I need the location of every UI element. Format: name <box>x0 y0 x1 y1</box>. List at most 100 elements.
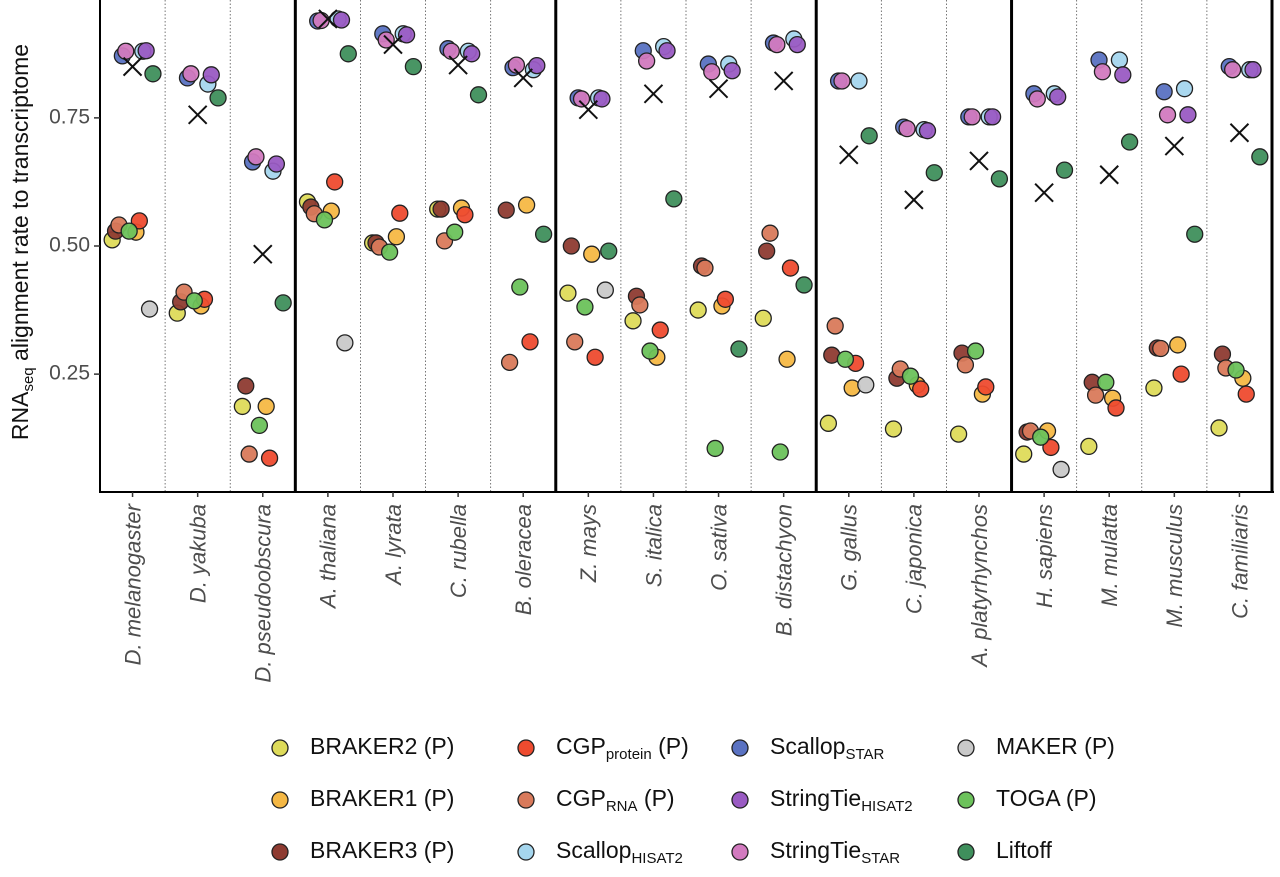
data-point <box>1080 437 1098 456</box>
x-tick-label: H. sapiens <box>1032 504 1057 608</box>
y-tick-label: 0.75 <box>49 105 90 128</box>
data-point <box>326 173 344 191</box>
mean-marker <box>969 151 989 171</box>
mean-marker-stroke <box>448 55 468 75</box>
y-label-sub: seq <box>20 367 37 391</box>
data-point <box>336 334 354 352</box>
x-tick-label: D. melanogaster <box>120 502 145 665</box>
x-tick-label: A. lyrata <box>381 504 406 587</box>
mean-marker <box>383 34 403 55</box>
data-point <box>233 397 252 416</box>
legend-name: BRAKER1 (P) <box>310 785 454 811</box>
data-point <box>511 278 529 296</box>
mean-marker <box>1034 182 1054 203</box>
data-point <box>202 66 220 84</box>
data-point <box>572 90 591 108</box>
mean-marker <box>513 68 533 88</box>
data-point <box>182 65 200 83</box>
legend-label: StringTieHISAT2 <box>770 785 913 815</box>
data-point <box>826 317 844 335</box>
data-point <box>404 57 423 76</box>
x-tick-label: A. platyrhynchos <box>967 504 992 669</box>
data-point <box>624 312 642 330</box>
legend-name-sub: STAR <box>845 746 884 763</box>
mean-marker-stroke <box>839 145 859 165</box>
legend-swatch <box>517 791 535 809</box>
x-tick-label: G. gallus <box>837 504 862 591</box>
data-point <box>562 237 580 255</box>
data-point <box>469 86 488 104</box>
legend-name: TOGA (P) <box>996 785 1097 811</box>
data-point <box>1155 83 1173 101</box>
data-point <box>250 416 269 435</box>
mean-marker-stroke <box>1164 136 1185 156</box>
data-point <box>1052 460 1070 479</box>
legend-swatch <box>517 739 535 757</box>
x-tick-label: C. japonica <box>902 504 927 614</box>
data-point <box>758 242 776 260</box>
legend-label: BRAKER2 (P) <box>310 733 454 759</box>
data-point <box>833 72 851 90</box>
legend-name-sub: STAR <box>861 850 900 867</box>
data-point <box>795 276 813 294</box>
data-point <box>925 164 943 182</box>
data-point <box>956 356 975 374</box>
data-point <box>1152 339 1170 358</box>
legend-name: CGP <box>556 785 606 811</box>
data-point <box>497 201 515 219</box>
mean-marker <box>578 99 599 120</box>
mean-marker-stroke <box>318 9 338 29</box>
legend-swatch <box>271 739 289 757</box>
x-tick-label: M. mulatta <box>1097 504 1122 607</box>
data-point <box>391 204 409 222</box>
data-point <box>781 259 800 277</box>
mean-marker-stroke <box>1099 165 1119 185</box>
x-tick-label: S. italica <box>641 504 666 587</box>
data-point <box>977 378 995 396</box>
data-point <box>1172 365 1190 383</box>
x-tick-label: A. thaliana <box>316 504 341 610</box>
legend-swatch <box>731 791 749 809</box>
data-point <box>1097 373 1115 391</box>
legend-label: BRAKER3 (P) <box>310 837 454 863</box>
data-point <box>387 228 406 246</box>
legend-swatch <box>957 843 975 861</box>
data-point <box>315 211 334 229</box>
data-point <box>140 300 159 318</box>
data-point <box>703 63 721 81</box>
data-point <box>507 56 526 74</box>
legend-name-sub: RNA <box>606 798 638 815</box>
data-point <box>884 420 903 438</box>
legend-swatch <box>957 791 975 809</box>
data-point <box>339 45 357 63</box>
x-tick-label: C. rubella <box>446 504 471 598</box>
data-point <box>137 42 155 60</box>
data-point <box>1110 51 1129 69</box>
data-point <box>1086 386 1105 404</box>
data-point <box>860 127 878 145</box>
y-tick-label: 0.25 <box>49 362 90 385</box>
data-point <box>130 212 149 230</box>
data-point <box>696 259 714 277</box>
legend-label: CGPprotein (P) <box>556 733 689 763</box>
mean-marker-stroke <box>187 105 208 125</box>
legend-swatch <box>271 791 289 809</box>
mean-marker <box>187 105 208 125</box>
data-point <box>456 206 474 224</box>
x-tick-label: D. yakuba <box>185 504 210 603</box>
legend-name-sub: HISAT2 <box>861 798 912 815</box>
y-label-main: RNA <box>7 391 33 440</box>
mean-marker <box>839 145 859 165</box>
data-point <box>1237 385 1255 403</box>
legend-label: ScallopHISAT2 <box>556 837 683 867</box>
data-point <box>517 196 536 214</box>
data-point <box>658 42 676 60</box>
data-point <box>596 281 614 299</box>
mean-marker-stroke <box>513 68 533 88</box>
legend-name: Scallop <box>770 733 845 759</box>
legend-swatch <box>271 843 289 861</box>
mean-marker-stroke <box>969 151 989 171</box>
x-tick-label: B. distachyon <box>771 504 796 636</box>
legend-label: Liftoff <box>996 837 1052 863</box>
